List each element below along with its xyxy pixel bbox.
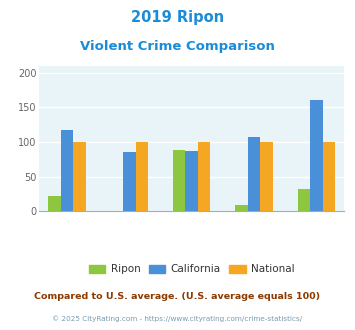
Bar <box>173 150 185 211</box>
Bar <box>61 130 73 211</box>
Text: © 2025 CityRating.com - https://www.cityrating.com/crime-statistics/: © 2025 CityRating.com - https://www.city… <box>53 315 302 322</box>
Bar <box>235 205 248 211</box>
Bar <box>310 100 323 211</box>
Bar <box>136 142 148 211</box>
Text: Violent Crime Comparison: Violent Crime Comparison <box>80 40 275 52</box>
Bar <box>248 137 260 211</box>
Bar <box>198 142 211 211</box>
Bar <box>185 151 198 211</box>
Legend: Ripon, California, National: Ripon, California, National <box>84 260 299 279</box>
Bar <box>323 142 335 211</box>
Bar <box>260 142 273 211</box>
Bar <box>48 196 61 211</box>
Bar <box>123 152 136 211</box>
Bar <box>73 142 86 211</box>
Text: 2019 Ripon: 2019 Ripon <box>131 10 224 25</box>
Bar <box>297 189 310 211</box>
Text: Compared to U.S. average. (U.S. average equals 100): Compared to U.S. average. (U.S. average … <box>34 292 321 301</box>
